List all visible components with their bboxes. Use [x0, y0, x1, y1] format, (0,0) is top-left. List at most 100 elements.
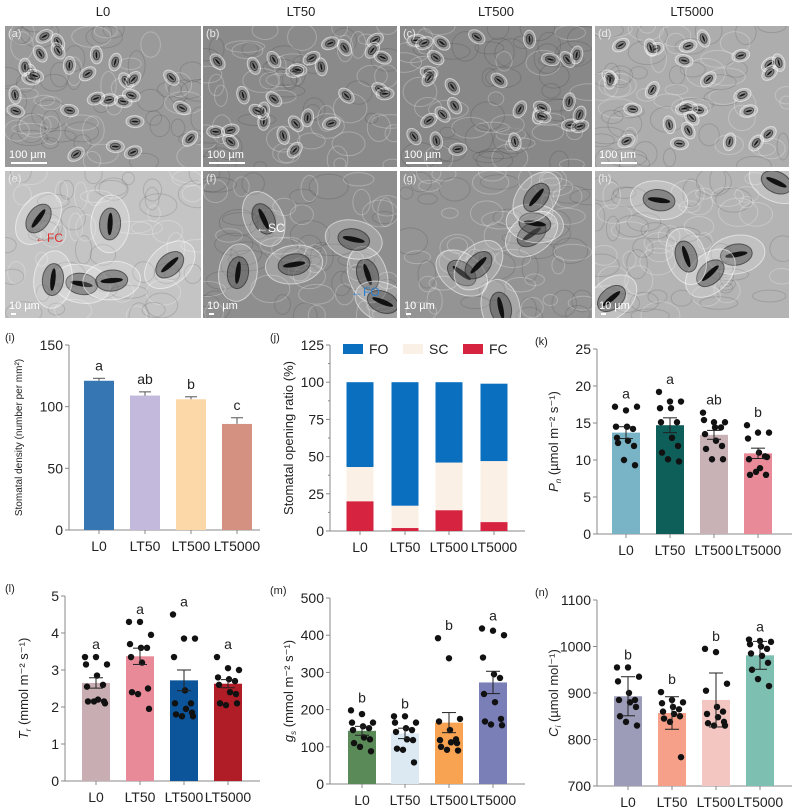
legend-label: SC [429, 341, 448, 357]
data-point [721, 722, 729, 729]
data-point [481, 718, 489, 725]
sem-texture [203, 171, 397, 318]
data-point [437, 743, 445, 750]
x-tick-label: LT5000 [735, 542, 782, 558]
data-point [479, 654, 487, 661]
bar-segment-fc [480, 522, 508, 531]
x-tick-label: LT500 [695, 542, 734, 558]
y-tick-label: 15 [575, 415, 591, 431]
data-point [710, 419, 718, 426]
data-point [489, 627, 497, 634]
y-tick-label: 0 [316, 776, 324, 792]
significance-letter: a [756, 619, 764, 635]
data-point [454, 747, 462, 754]
panel-label-j: (j) [270, 332, 280, 344]
data-point [668, 434, 676, 441]
data-point [624, 437, 632, 444]
y-tick-label: 0 [51, 773, 59, 789]
y-tick-label: 150 [40, 337, 64, 353]
data-point [347, 707, 355, 714]
micrograph-c: (c) 100 µm [400, 26, 592, 167]
data-point [679, 699, 687, 706]
data-point [712, 648, 720, 656]
sem-texture [5, 171, 201, 318]
data-point [390, 713, 398, 720]
sem-texture [400, 171, 592, 318]
legend-swatch-fc [463, 344, 483, 354]
data-point [409, 736, 417, 744]
data-point [633, 403, 641, 410]
y-tick-label: 20 [575, 378, 591, 394]
data-point [719, 456, 727, 463]
significance-letter: a [180, 594, 188, 610]
data-point [127, 653, 135, 661]
data-point [745, 456, 753, 463]
y-tick-label: 500 [301, 590, 325, 606]
chart-svg: (m) 0 100 200 300 400 500 gs (mmol m⁻² s⁻¹) L0 LT… [270, 585, 525, 808]
data-point [656, 405, 664, 412]
y-tick-label: 75 [308, 411, 324, 427]
data-point [666, 398, 674, 405]
data-point [169, 611, 177, 618]
scale-bar [209, 162, 245, 164]
column-title-lt50: LT50 [286, 4, 316, 19]
bar-segment-fc [391, 528, 419, 531]
legend-swatch-fo [343, 344, 363, 354]
x-tick-label: L0 [352, 539, 368, 555]
data-point [699, 409, 707, 416]
x-tick-label: LT500 [172, 538, 211, 554]
data-point [657, 419, 665, 426]
data-point [224, 664, 232, 672]
data-point [625, 689, 633, 697]
data-point [349, 726, 357, 734]
x-tick-label: LT5000 [205, 789, 252, 805]
y-tick-label: 3 [51, 662, 59, 678]
bar-segment-fo [480, 383, 508, 462]
chart-svg: (n) 700 800 900 1000 1100 Ci (µmol mol⁻¹) L0 LT5… [535, 587, 792, 810]
data-point [180, 635, 188, 642]
data-point [235, 666, 243, 674]
scale-label: 100 µm [9, 149, 46, 161]
scale-bar [11, 313, 16, 315]
data-point [436, 736, 444, 744]
data-point [446, 726, 454, 734]
data-point [711, 424, 719, 431]
data-point [669, 703, 677, 711]
significance-letter: b [445, 617, 453, 633]
sem-texture [5, 26, 201, 167]
x-tick-label: LT5000 [470, 792, 517, 808]
data-point [717, 424, 725, 431]
data-point [746, 640, 754, 648]
legend-label: FO [369, 341, 389, 357]
scale-label: 10 µm [404, 300, 435, 312]
data-point [101, 700, 109, 707]
chart-stomatal-opening-ratio: (j) 0 25 50 75 100 125 Stomatal opening ratio (… [265, 328, 530, 573]
data-point [410, 759, 418, 766]
x-tick-label: LT50 [130, 538, 161, 554]
data-point [189, 713, 197, 720]
bar-lt50 [126, 656, 154, 781]
scale-bar [11, 162, 47, 164]
data-point [134, 690, 142, 698]
data-point [226, 689, 234, 696]
y-tick-label: 100 [301, 739, 325, 755]
chart-stomatal-density: (i) 0 50 100 150 Stomatal density (number per… [0, 328, 265, 573]
data-point [655, 388, 663, 396]
x-tick-label: LT500 [165, 789, 204, 805]
significance-letter: a [622, 386, 630, 402]
x-tick-label: LT5000 [214, 538, 261, 554]
panel-label-k: (k) [535, 336, 548, 348]
y-tick-label: 1000 [560, 639, 591, 655]
y-tick-label: 0 [55, 522, 63, 538]
significance-letter: a [489, 608, 497, 624]
micrograph-h: (h) 10 µm [595, 171, 789, 318]
data-point [673, 419, 681, 426]
data-point [497, 715, 505, 723]
data-point [612, 423, 620, 430]
data-point [401, 713, 409, 720]
data-point [701, 645, 709, 653]
significance-letter: b [754, 404, 762, 420]
data-point [367, 748, 375, 755]
x-tick-label: LT50 [390, 792, 421, 808]
data-point [613, 664, 621, 671]
